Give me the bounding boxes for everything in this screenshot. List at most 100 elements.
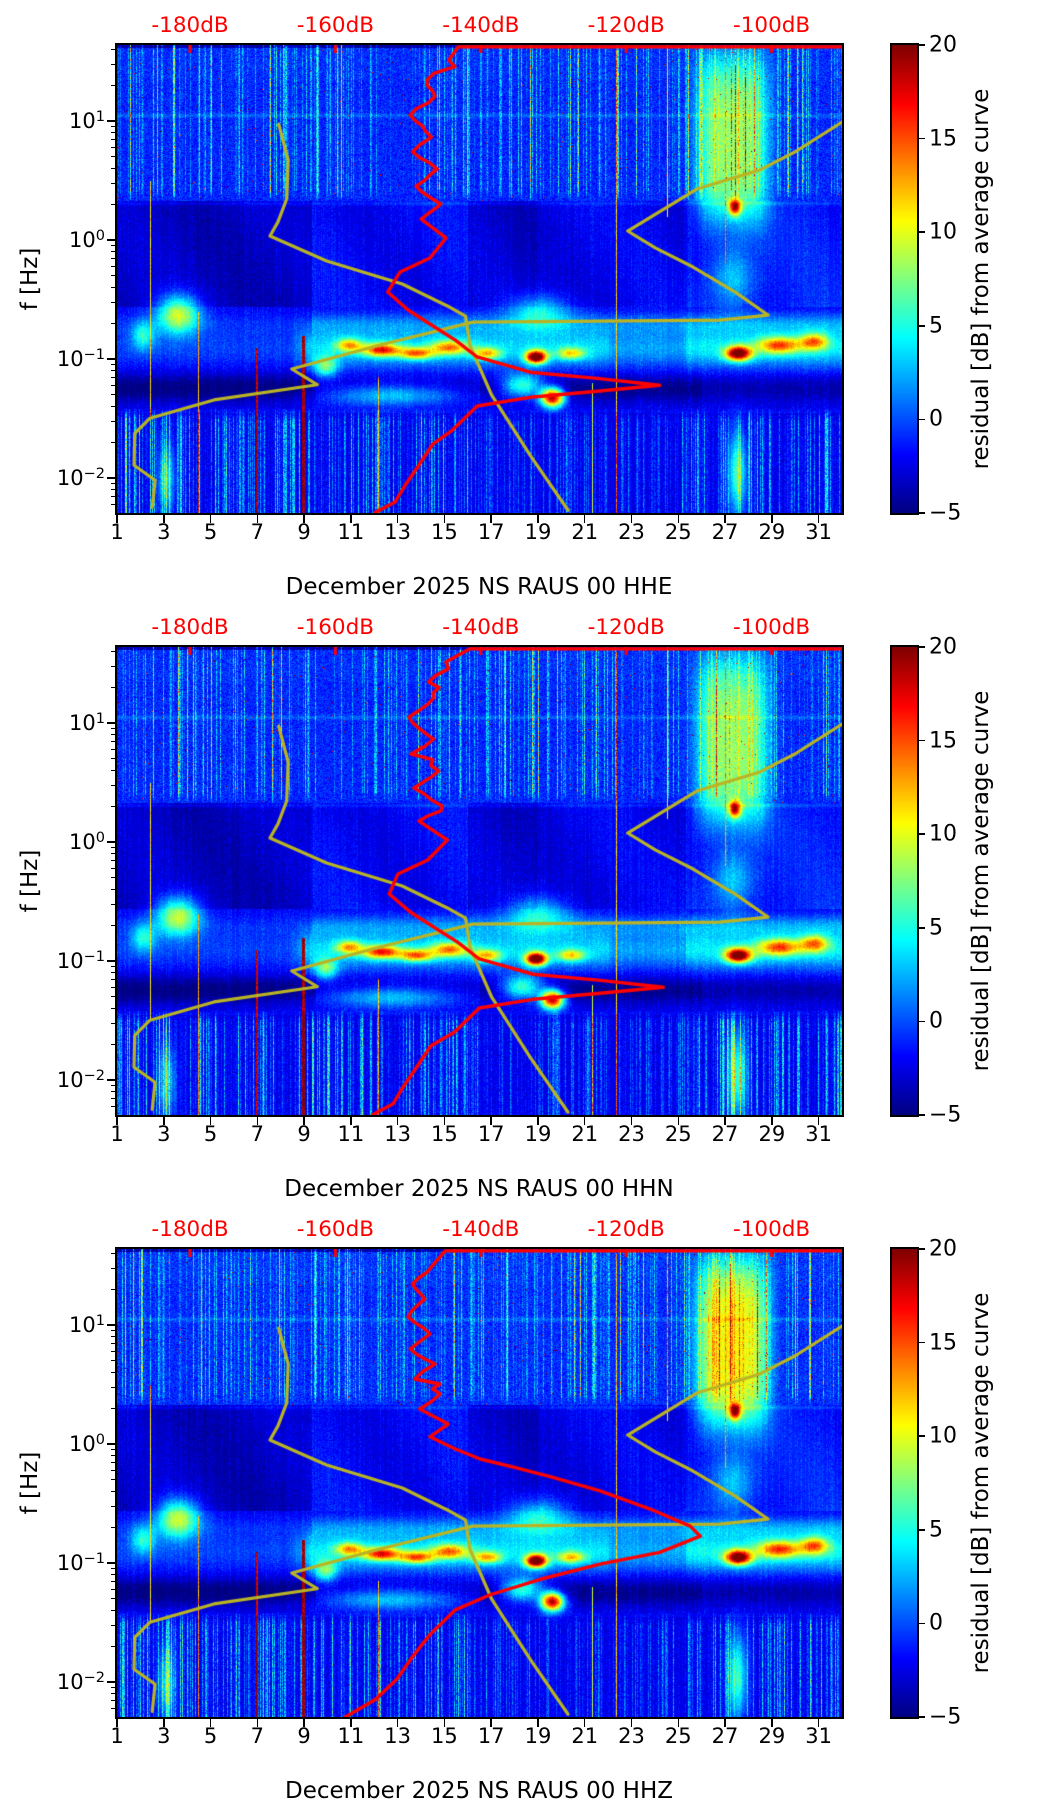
x-tick-label: 17 <box>477 1724 505 1748</box>
y-minor-tick-mark <box>110 441 115 443</box>
x-tick-label: 11 <box>337 520 365 544</box>
x-tick-mark <box>537 515 539 523</box>
y-tick-mark <box>107 120 115 122</box>
x-tick-label: 5 <box>203 520 218 544</box>
x-tick-label: 23 <box>618 1122 645 1146</box>
spectrogram-canvas-hhe <box>117 45 842 513</box>
x-axis-title-hhn: December 2025 NS RAUS 00 HHN <box>284 1176 674 1202</box>
colorbar-tick-mark <box>917 739 925 742</box>
colorbar-label: residual [dB] from average curve <box>968 88 994 470</box>
colorbar-tick-label: 10 <box>929 821 957 847</box>
y-minor-tick-mark <box>110 1084 115 1087</box>
x-tick-mark <box>396 515 399 523</box>
x-tick-label: 31 <box>805 1122 832 1146</box>
y-minor-tick-mark <box>110 1097 115 1100</box>
x-tick-label: 29 <box>758 520 786 544</box>
colorbar-tick-label: −5 <box>929 500 962 526</box>
top-axis-tick-label: -120dB <box>587 13 665 38</box>
y-minor-tick-mark <box>110 1686 115 1689</box>
x-tick-label: 9 <box>297 1724 311 1748</box>
y-minor-tick-mark <box>110 363 115 366</box>
x-tick-label: 11 <box>337 1724 365 1748</box>
y-tick-label: 10−1 <box>56 347 105 371</box>
colorbar-tick-mark <box>917 1114 925 1116</box>
x-tick-mark <box>817 1719 820 1727</box>
y-minor-tick-mark <box>110 1329 115 1332</box>
x-tick-label: 9 <box>297 520 311 544</box>
y-minor-tick-mark <box>110 1588 115 1590</box>
y-minor-tick-mark <box>110 1598 115 1600</box>
top-axis-tick-label: -100dB <box>732 615 811 640</box>
y-minor-tick-mark <box>110 265 115 267</box>
x-tick-mark <box>583 515 586 523</box>
y-minor-tick-mark <box>110 748 115 750</box>
top-axis-tick-label: -160dB <box>296 615 374 640</box>
y-minor-tick-mark <box>110 924 115 926</box>
y-minor-tick-mark <box>110 376 115 379</box>
panel-hhn: f [Hz] December 2025 NS RAUS 00 HHN resi… <box>0 602 1052 1204</box>
colorbar-tick-label: −5 <box>929 1704 962 1730</box>
colorbar-tick-label: 15 <box>929 728 957 754</box>
y-axis-label: f [Hz] <box>17 849 43 913</box>
y-minor-tick-mark <box>110 244 115 247</box>
y-minor-tick-mark <box>110 1461 115 1464</box>
y-minor-tick-mark <box>110 1454 115 1457</box>
x-tick-mark <box>443 1719 446 1727</box>
x-tick-label: 27 <box>711 1724 739 1748</box>
top-axis-tick-label: -160dB <box>296 13 374 38</box>
y-minor-tick-mark <box>110 250 115 253</box>
y-minor-tick-mark <box>110 1022 115 1024</box>
y-tick-label: 10−1 <box>56 949 105 973</box>
x-tick-label: 13 <box>384 1122 412 1146</box>
x-tick-mark <box>303 1117 305 1125</box>
y-minor-tick-mark <box>110 156 115 158</box>
x-tick-mark <box>303 515 305 523</box>
x-tick-label: 19 <box>524 520 552 544</box>
x-tick-label: 17 <box>477 1122 505 1146</box>
x-tick-label: 21 <box>571 1122 599 1146</box>
y-minor-tick-mark <box>110 1573 115 1576</box>
y-minor-tick-mark <box>110 322 115 324</box>
y-minor-tick-mark <box>110 48 115 50</box>
y-tick-label: 10−2 <box>56 1670 105 1694</box>
x-tick-label: 5 <box>203 1122 218 1146</box>
colorbar-tick-label: 10 <box>929 219 957 245</box>
colorbar-gradient <box>892 1249 917 1717</box>
y-minor-tick-mark <box>110 182 115 184</box>
x-tick-label: 25 <box>664 520 692 544</box>
x-tick-mark <box>724 515 726 523</box>
panel-hhe: f [Hz] December 2025 NS RAUS 00 HHE resi… <box>0 0 1052 602</box>
y-minor-tick-mark <box>110 125 115 128</box>
x-tick-label: 7 <box>250 1724 264 1748</box>
y-tick-label: 10−1 <box>56 1551 105 1575</box>
x-tick-label: 19 <box>524 1724 552 1748</box>
colorbar-tick-label: 0 <box>929 1610 943 1636</box>
colorbar-label: residual [dB] from average curve <box>968 1292 994 1674</box>
x-tick-mark <box>116 1117 118 1125</box>
top-axis-tick-label: -180dB <box>151 615 229 640</box>
x-tick-mark <box>256 1719 259 1727</box>
colorbar-tick-label: 5 <box>929 915 943 941</box>
y-tick-mark <box>107 1681 115 1683</box>
y-tick-mark <box>107 239 115 241</box>
y-minor-tick-mark <box>110 1479 115 1481</box>
colorbar-tick-mark <box>917 231 925 233</box>
y-minor-tick-mark <box>110 257 115 260</box>
x-tick-label: 25 <box>664 1724 692 1748</box>
y-minor-tick-mark <box>110 888 115 890</box>
x-tick-mark <box>396 1117 399 1125</box>
top-axis-tick-label: -140dB <box>442 615 520 640</box>
colorbar-tick-mark <box>917 927 925 929</box>
colorbar-tick-mark <box>917 418 925 421</box>
y-axis-label: f [Hz] <box>17 1451 43 1515</box>
top-axis-tick-label: -120dB <box>587 615 665 640</box>
y-minor-tick-mark <box>110 978 115 981</box>
x-tick-label: 23 <box>618 1724 645 1748</box>
y-minor-tick-mark <box>110 1469 115 1471</box>
y-minor-tick-mark <box>110 275 115 277</box>
x-tick-label: 11 <box>337 1122 365 1146</box>
top-axis-tick-label: -120dB <box>587 1217 665 1242</box>
y-minor-tick-mark <box>110 1342 115 1345</box>
x-tick-label: 17 <box>477 520 505 544</box>
x-tick-mark <box>350 515 352 523</box>
